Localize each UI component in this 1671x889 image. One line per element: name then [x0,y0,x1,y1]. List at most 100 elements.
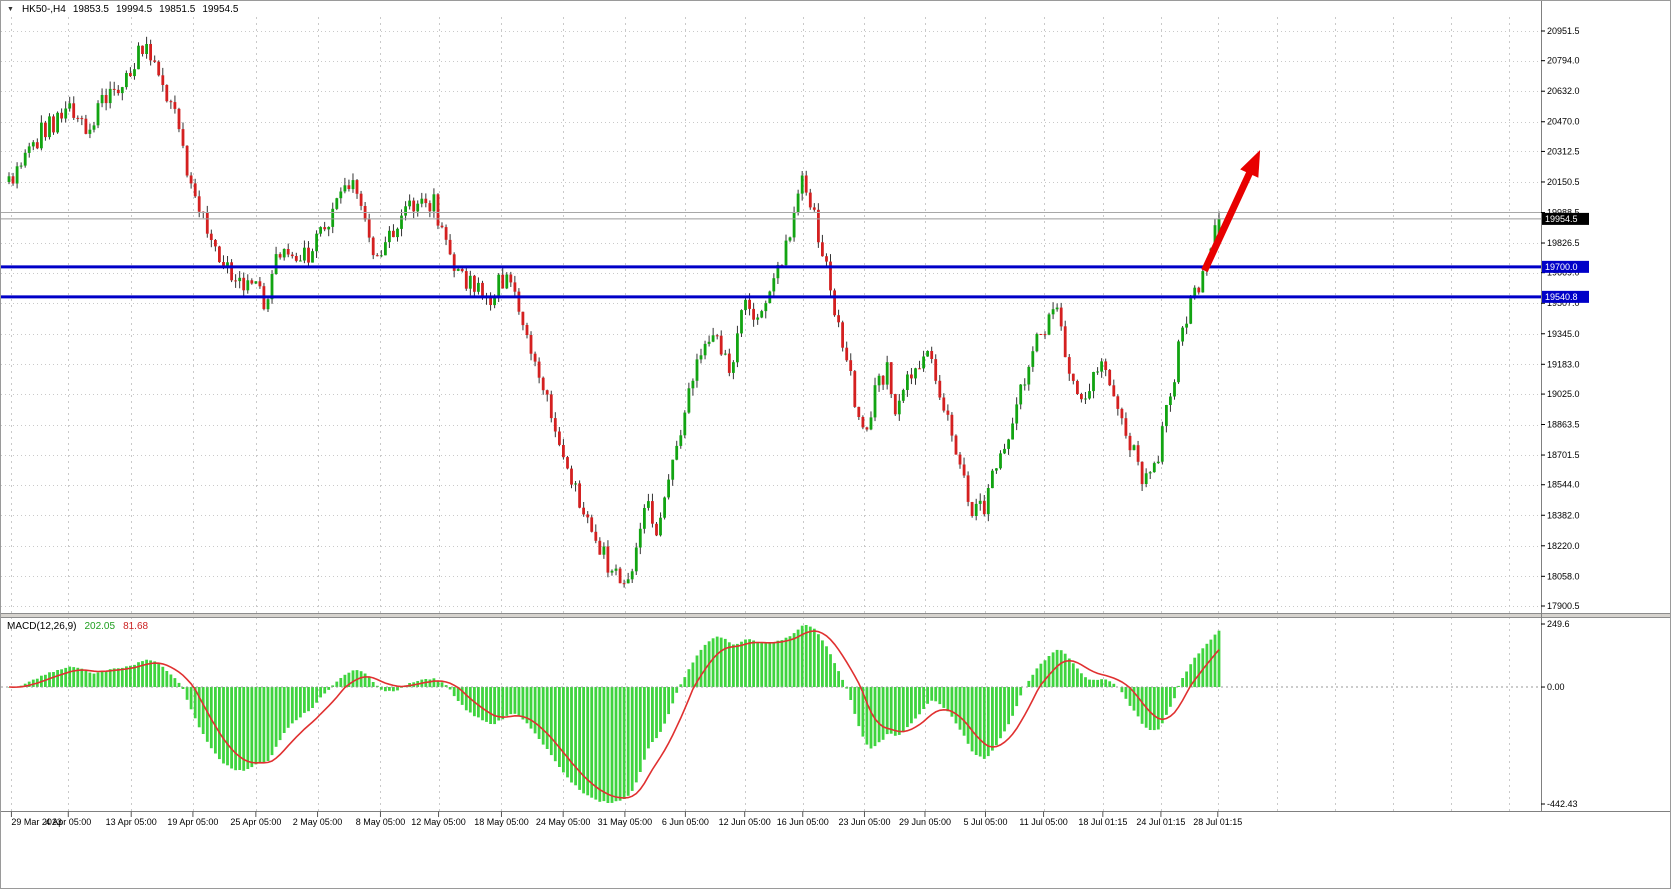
macd-bar [808,626,812,688]
candle [335,198,339,209]
macd-bar [748,639,751,688]
price-tag: 19954.5 [1542,212,1589,225]
macd-bar [796,629,800,688]
macd-bar [1193,657,1197,688]
candle [270,274,274,300]
macd-bar [881,687,885,740]
macd-bar [315,687,318,703]
macd-bar [230,687,233,769]
candle [647,501,650,508]
candle [477,282,480,292]
candle [379,255,383,257]
macd-bar [1035,668,1039,687]
price-scale[interactable]: 20951.5 20794.0 20632.0 20470.0 20312.5 20150… [1541,26,1589,611]
time-tick-label: 8 May 05:00 [356,817,406,827]
candle [181,129,185,146]
candle [436,194,440,226]
macd-bar [825,646,828,687]
macd-bar [655,687,658,739]
candle [772,278,776,292]
macd-bar [598,687,602,802]
candle [857,406,861,417]
macd-bar [149,660,152,688]
macd-bar [901,687,905,733]
candle [258,281,262,287]
candle [812,207,816,210]
macd-bar [266,687,270,761]
candle [76,117,80,119]
candle [290,254,294,257]
macd-bar [489,687,492,724]
macd-bar [1059,650,1063,688]
candle [489,295,492,305]
time-tick-label: 29 Jun 05:00 [899,817,951,827]
macd-bar [942,687,946,708]
macd-bar [1189,664,1193,688]
candle [744,299,747,311]
macd-bar [137,662,140,688]
candle [218,246,221,263]
macd-bar [906,687,909,728]
candle [1096,371,1099,373]
price-tag: 19540.8 [1542,290,1589,303]
candle [112,88,116,90]
macd-bar [1088,679,1091,687]
macd-bar [732,644,735,687]
symbol-dropdown-icon[interactable]: ▼ [7,6,14,13]
candle [230,262,233,281]
candle [64,108,68,119]
macd-bar [448,687,452,690]
candle [242,277,246,291]
candle [740,310,743,334]
macd-bar [1156,687,1160,730]
candle [137,45,140,70]
candle [982,500,986,515]
macd-bar [84,671,88,687]
macd-bar [986,687,990,757]
macd-bar [691,662,695,687]
candle [80,118,84,120]
candle [384,242,387,256]
price-tick-label: 18863.5 [1547,420,1580,430]
candle [473,275,476,292]
candle [1189,298,1193,324]
macd-bar [509,687,513,715]
candle [817,209,820,243]
macd-bar [92,673,96,688]
macd-bar [525,687,529,724]
candle [52,116,55,133]
candle [517,291,521,312]
candle [1100,361,1103,372]
candle [1067,357,1071,374]
macd-bar [214,687,217,754]
candle [715,335,719,337]
candle [23,152,27,166]
macd-bar [157,663,161,688]
candle [574,483,577,485]
candle [432,194,436,212]
macd-bar [1104,679,1108,687]
candle [926,351,929,357]
macd-bar [193,687,197,719]
macd-bar [379,687,383,690]
candle [986,488,990,515]
macd-bar [675,687,679,693]
time-tick-label: 4 Apr 05:00 [45,817,91,827]
panel-divider[interactable] [1,613,1671,618]
macd-bar [1136,687,1140,717]
macd-bar [307,687,310,712]
candle [1003,448,1006,454]
macd-scale[interactable]: 249.6 0.00 -442.43 [1541,619,1578,809]
time-tick-label: 23 Jun 05:00 [838,817,890,827]
macd-bar [841,679,844,687]
candle [56,112,59,133]
price-tick-label: 19025.0 [1547,389,1580,399]
candle [48,116,51,138]
candle [294,256,298,261]
candle [1023,384,1027,386]
candle [594,531,598,541]
candle [954,435,958,455]
trend-arrow[interactable] [1201,150,1261,273]
